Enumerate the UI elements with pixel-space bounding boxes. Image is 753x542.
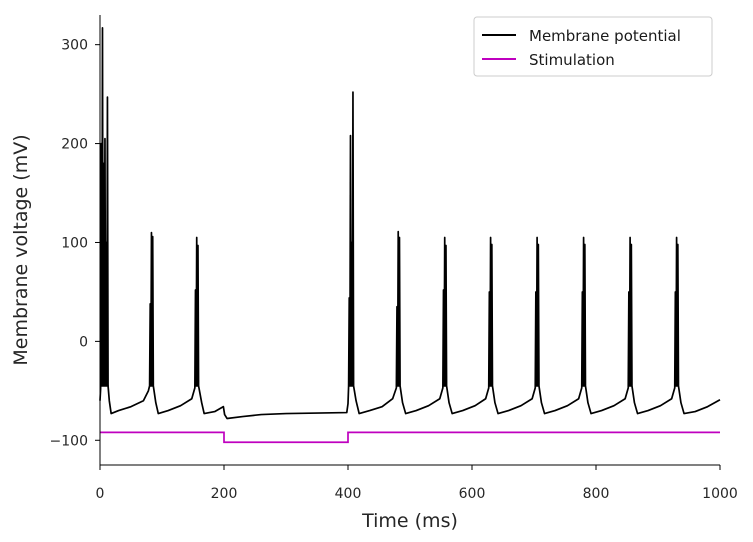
- x-tick-label: 1000: [702, 486, 738, 502]
- y-tick-label: 300: [61, 38, 88, 54]
- x-axis: 0 200 400 600 800 1000 Time (ms): [96, 464, 738, 532]
- legend: Membrane potential Stimulation: [473, 16, 713, 77]
- y-ticks: −100 0 100 200 300: [50, 38, 100, 449]
- x-tick-label: 200: [211, 486, 238, 502]
- y-tick-label: 100: [61, 235, 88, 251]
- membrane-potential-line: [99, 27, 721, 420]
- y-tick-label: −100: [50, 433, 88, 449]
- y-axis: −100 0 100 200 300 Membrane voltage (mV): [10, 15, 101, 465]
- x-axis-label: Time (ms): [361, 510, 458, 532]
- y-tick-label: 0: [79, 334, 88, 350]
- legend-box: [473, 16, 713, 77]
- y-axis-label: Membrane voltage (mV): [10, 134, 32, 365]
- legend-label-membrane-potential: Membrane potential: [529, 27, 681, 45]
- x-tick-label: 400: [335, 486, 362, 502]
- y-tick-label: 200: [61, 137, 88, 153]
- plot-area: [99, 27, 721, 444]
- x-tick-label: 800: [583, 486, 610, 502]
- x-tick-label: 600: [459, 486, 486, 502]
- x-tick-label: 0: [96, 486, 105, 502]
- stimulation-line: [100, 431, 720, 444]
- legend-label-stimulation: Stimulation: [529, 51, 615, 69]
- x-ticks: 0 200 400 600 800 1000: [96, 465, 738, 502]
